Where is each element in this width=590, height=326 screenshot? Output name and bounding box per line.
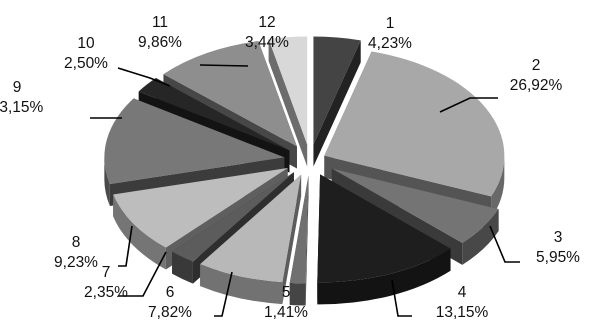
slice-rim-3 bbox=[462, 209, 499, 265]
slice-category-label-4: 4 bbox=[458, 284, 467, 301]
slice-5 bbox=[289, 175, 309, 284]
slice-2 bbox=[324, 51, 505, 197]
slice-rim-7 bbox=[172, 251, 193, 284]
slice-12 bbox=[268, 36, 308, 145]
leader-line-3 bbox=[489, 225, 520, 263]
leader-line-10 bbox=[117, 67, 171, 87]
slice-7 bbox=[172, 172, 294, 262]
leader-line-11 bbox=[199, 64, 249, 67]
slice-category-label-3: 3 bbox=[554, 229, 563, 246]
slice-wall-5-0 bbox=[305, 175, 309, 306]
slice-value-label-1: 4,23% bbox=[368, 35, 412, 52]
slice-category-label-2: 2 bbox=[532, 57, 541, 74]
leader-lines bbox=[90, 64, 520, 317]
slice-wall-6-0 bbox=[282, 174, 302, 305]
slice-wall-1-1 bbox=[313, 40, 361, 167]
slice-11 bbox=[163, 41, 297, 147]
slice-category-label-1: 1 bbox=[386, 15, 395, 32]
slice-value-label-5: 1,41% bbox=[264, 304, 308, 321]
leader-line-8 bbox=[118, 225, 133, 267]
slice-tops bbox=[104, 36, 505, 284]
slice-category-label-6: 6 bbox=[166, 284, 175, 301]
slice-category-label-8: 8 bbox=[72, 234, 81, 251]
slice-value-label-12: 3,44% bbox=[245, 34, 289, 51]
leader-line-7 bbox=[118, 251, 167, 297]
slice-rim-2 bbox=[491, 155, 505, 219]
slice-value-label-6: 7,82% bbox=[148, 304, 192, 321]
slice-value-label-10: 2,50% bbox=[64, 55, 108, 72]
slice-rim-4 bbox=[317, 248, 451, 305]
slice-category-label-11: 11 bbox=[152, 14, 168, 31]
leader-line-6 bbox=[214, 271, 233, 317]
slice-side-1 bbox=[313, 40, 361, 167]
leader-line-2 bbox=[439, 97, 498, 113]
slice-3 bbox=[331, 168, 499, 243]
slice-8 bbox=[113, 167, 288, 248]
slice-rim-9 bbox=[104, 157, 110, 206]
slice-rim-5 bbox=[289, 282, 306, 306]
slice-category-label-12: 12 bbox=[258, 14, 275, 31]
slice-rim-6 bbox=[200, 264, 283, 305]
slice-value-label-2: 26,92% bbox=[510, 77, 563, 94]
slice-wall-12-0 bbox=[268, 39, 308, 167]
slice-category-label-9: 9 bbox=[13, 79, 22, 96]
slice-category-label-10: 10 bbox=[77, 35, 95, 52]
slice-value-label-11: 9,86% bbox=[138, 34, 182, 51]
slice-value-label-9: 13,15% bbox=[0, 99, 43, 116]
slice-category-label-5: 5 bbox=[282, 284, 291, 301]
slice-10 bbox=[138, 78, 290, 151]
slice-1 bbox=[313, 36, 361, 145]
slice-value-label-8: 9,23% bbox=[54, 254, 98, 271]
slice-value-label-3: 5,95% bbox=[536, 249, 580, 266]
slice-rim-8 bbox=[113, 194, 166, 270]
data-labels: 1 4,23% 2 26,92% 3 5,95% 4 13,15% 5 1,41% 6 7,82% 7 2… bbox=[0, 14, 580, 321]
slice-side-12 bbox=[268, 39, 308, 167]
slice-value-label-7: 2,35% bbox=[84, 284, 128, 301]
leader-line-4 bbox=[391, 279, 412, 317]
slice-6 bbox=[200, 174, 302, 283]
slice-9 bbox=[104, 98, 285, 184]
slice-4 bbox=[317, 174, 451, 283]
slice-category-label-7: 7 bbox=[102, 264, 111, 281]
slice-value-label-4: 13,15% bbox=[436, 304, 489, 321]
